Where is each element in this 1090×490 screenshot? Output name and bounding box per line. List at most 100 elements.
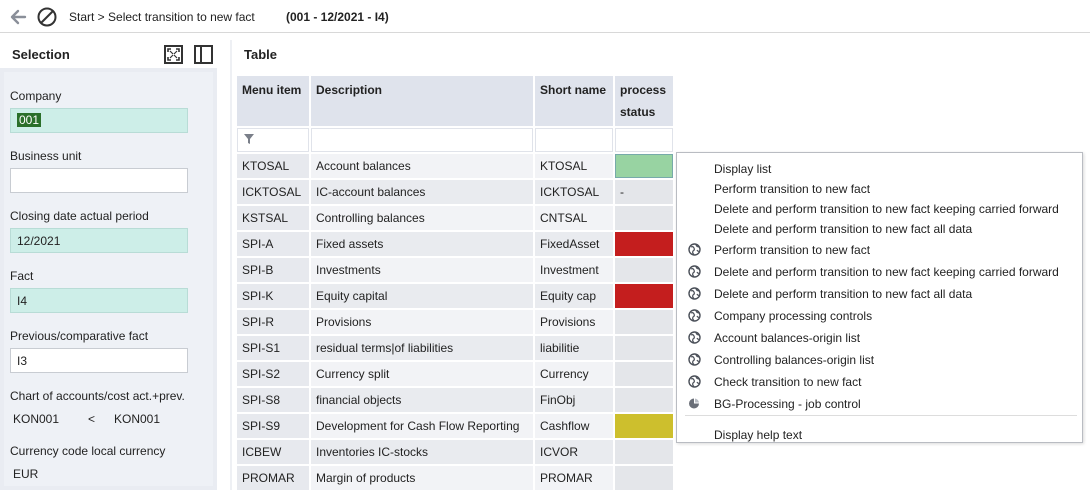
filter-cell[interactable] — [311, 128, 533, 152]
context-menu-item[interactable]: Delete and perform transition to new fac… — [677, 284, 1082, 304]
short-name-cell[interactable]: ICVOR — [535, 440, 613, 464]
short-name-cell[interactable]: FixedAsset — [535, 232, 613, 256]
process-status-cell[interactable] — [615, 336, 673, 360]
company-field[interactable]: 001 — [10, 108, 188, 133]
table-row[interactable]: SPI-S8 financial objects FinObj — [237, 388, 673, 412]
table-row[interactable]: KTOSAL Account balances KTOSAL — [237, 154, 673, 178]
context-menu-item[interactable]: Delete and perform transition to new fac… — [677, 219, 1082, 239]
table-row[interactable]: SPI-K Equity capital Equity cap — [237, 284, 673, 308]
process-status-cell[interactable] — [615, 154, 673, 178]
description-cell[interactable]: Fixed assets — [311, 232, 533, 256]
menu-item-cell[interactable]: SPI-A — [237, 232, 309, 256]
short-name-cell[interactable]: KTOSAL — [535, 154, 613, 178]
column-header-menu-item[interactable]: Menu item — [237, 76, 309, 126]
context-menu-item-label: Display list — [714, 162, 772, 176]
menu-item-cell[interactable]: ICKTOSAL — [237, 180, 309, 204]
process-status-cell[interactable] — [615, 362, 673, 386]
process-status-cell[interactable] — [615, 310, 673, 334]
description-cell[interactable]: residual terms|of liabilities — [311, 336, 533, 360]
description-cell[interactable]: Account balances — [311, 154, 533, 178]
column-header-short-name[interactable]: Short name — [535, 76, 613, 126]
table-row[interactable]: ICKTOSAL IC-account balances ICKTOSAL - — [237, 180, 673, 204]
process-status-cell[interactable]: - — [615, 180, 673, 204]
table-row[interactable]: SPI-B Investments Investment — [237, 258, 673, 282]
context-menu-item[interactable]: BG-Processing - job control — [677, 394, 1082, 414]
description-cell[interactable]: Inventories IC-stocks — [311, 440, 533, 464]
process-status-cell[interactable] — [615, 258, 673, 282]
description-cell[interactable]: Equity capital — [311, 284, 533, 308]
table-row[interactable]: SPI-S9 Development for Cash Flow Reportin… — [237, 414, 673, 438]
closing-date-field[interactable] — [10, 228, 188, 253]
description-cell[interactable]: Currency split — [311, 362, 533, 386]
menu-item-cell[interactable]: PROMAR — [237, 466, 309, 490]
description-cell[interactable]: Investments — [311, 258, 533, 282]
short-name-cell[interactable]: CNTSAL — [535, 206, 613, 230]
short-name-cell[interactable]: Cashflow — [535, 414, 613, 438]
filter-row — [237, 128, 673, 152]
description-cell[interactable]: financial objects — [311, 388, 533, 412]
table-row[interactable]: SPI-S1 residual terms|of liabilities liabi… — [237, 336, 673, 360]
menu-item-cell[interactable]: ICBEW — [237, 440, 309, 464]
menu-item-cell[interactable]: SPI-S2 — [237, 362, 309, 386]
context-menu-item[interactable]: Display help text — [677, 425, 1082, 445]
short-name-cell[interactable]: Equity cap — [535, 284, 613, 308]
menu-item-cell[interactable]: KSTSAL — [237, 206, 309, 230]
context-menu-item[interactable]: Company processing controls — [677, 306, 1082, 326]
process-status-cell[interactable] — [615, 284, 673, 308]
context-menu-item[interactable]: Display list — [677, 159, 1082, 179]
context-menu-item[interactable]: Perform transition to new fact — [677, 240, 1082, 260]
context-menu-item[interactable]: Account balances-origin list — [677, 328, 1082, 348]
description-cell[interactable]: Provisions — [311, 310, 533, 334]
short-name-cell[interactable]: ICKTOSAL — [535, 180, 613, 204]
short-name-cell[interactable]: Provisions — [535, 310, 613, 334]
context-menu-item[interactable]: Delete and perform transition to new fac… — [677, 262, 1082, 282]
business-unit-field[interactable] — [10, 168, 188, 193]
maximize-icon[interactable] — [164, 45, 183, 64]
table-row[interactable]: SPI-R Provisions Provisions — [237, 310, 673, 334]
menu-item-cell[interactable]: SPI-R — [237, 310, 309, 334]
split-view-icon[interactable] — [194, 45, 213, 64]
column-header-description[interactable]: Description — [311, 76, 533, 126]
context-menu-item[interactable]: Perform transition to new fact — [677, 179, 1082, 199]
back-arrow-icon[interactable] — [8, 7, 28, 27]
prev-fact-field[interactable] — [10, 348, 188, 373]
top-bar: Start > Select transition to new fact (0… — [0, 0, 1090, 33]
menu-item-cell[interactable]: SPI-B — [237, 258, 309, 282]
currency-value: EUR — [13, 467, 39, 481]
description-cell[interactable]: Development for Cash Flow Reporting — [311, 414, 533, 438]
process-status-cell[interactable] — [615, 232, 673, 256]
menu-item-cell[interactable]: KTOSAL — [237, 154, 309, 178]
menu-item-cell[interactable]: SPI-S1 — [237, 336, 309, 360]
menu-item-cell[interactable]: SPI-S9 — [237, 414, 309, 438]
process-status-cell[interactable] — [615, 414, 673, 438]
description-cell[interactable]: IC-account balances — [311, 180, 533, 204]
menu-item-cell[interactable]: SPI-K — [237, 284, 309, 308]
table-row[interactable]: SPI-S2 Currency split Currency — [237, 362, 673, 386]
short-name-cell[interactable]: Investment — [535, 258, 613, 282]
globe-icon — [688, 287, 701, 300]
table-row[interactable]: KSTSAL Controlling balances CNTSAL — [237, 206, 673, 230]
short-name-cell[interactable]: PROMAR — [535, 466, 613, 490]
table-row[interactable]: ICBEW Inventories IC-stocks ICVOR — [237, 440, 673, 464]
description-cell[interactable]: Controlling balances — [311, 206, 533, 230]
context-menu-item[interactable]: Delete and perform transition to new fac… — [677, 199, 1082, 219]
context-menu-item[interactable]: Controlling balances-origin list — [677, 350, 1082, 370]
process-status-cell[interactable] — [615, 206, 673, 230]
process-status-cell[interactable] — [615, 466, 673, 490]
cancel-icon[interactable] — [36, 6, 58, 28]
filter-cell[interactable] — [615, 128, 673, 152]
short-name-cell[interactable]: liabilitie — [535, 336, 613, 360]
description-cell[interactable]: Margin of products — [311, 466, 533, 490]
table-row[interactable]: SPI-A Fixed assets FixedAsset — [237, 232, 673, 256]
menu-item-cell[interactable]: SPI-S8 — [237, 388, 309, 412]
context-menu-item[interactable]: Check transition to new fact — [677, 372, 1082, 392]
filter-cell[interactable] — [535, 128, 613, 152]
column-header-process-status[interactable]: process status — [615, 76, 673, 126]
short-name-cell[interactable]: Currency — [535, 362, 613, 386]
filter-cell[interactable] — [237, 128, 309, 152]
process-status-cell[interactable] — [615, 440, 673, 464]
process-status-cell[interactable] — [615, 388, 673, 412]
table-row[interactable]: PROMAR Margin of products PROMAR — [237, 466, 673, 490]
fact-field[interactable] — [10, 288, 188, 313]
short-name-cell[interactable]: FinObj — [535, 388, 613, 412]
